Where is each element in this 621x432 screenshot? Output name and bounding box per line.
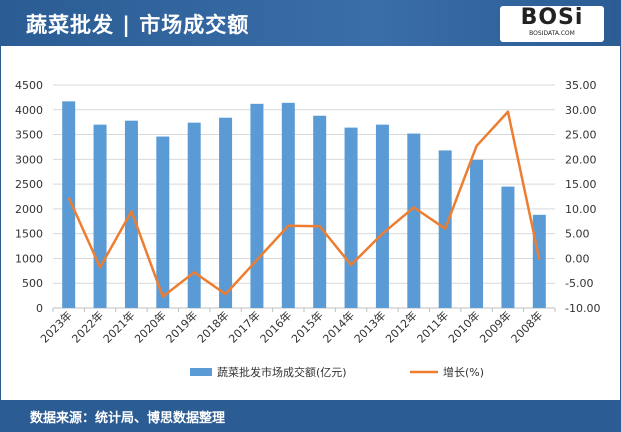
bosi-logo: BOSi BOSIDATA.COM [500,6,604,42]
legend-line-label: 增长(%) [443,365,484,379]
right-axis-tick: 0.00 [565,252,590,265]
x-axis-label: 2020年 [131,308,168,345]
bar [93,124,107,309]
x-axis-label: 2022年 [69,308,106,345]
right-axis-tick: 10.00 [565,203,597,216]
x-axis-label: 2016年 [257,308,294,345]
right-axis-tick: 30.00 [565,104,597,117]
bar [250,103,264,308]
right-axis-tick: 25.00 [565,129,597,142]
x-axis-label: 2019年 [163,308,200,345]
bar [219,117,233,308]
bar [470,159,484,308]
bar [281,102,295,308]
bar [156,136,170,308]
data-source: 数据来源：统计局、博思数据整理 [30,411,226,426]
x-axis-label: 2015年 [288,308,325,345]
bar [187,122,201,308]
x-axis-label: 2011年 [414,308,451,345]
header-bar: 蔬菜批发 | 市场成交额 BOSi BOSIDATA.COM [0,0,621,46]
left-axis-tick: 3500 [15,129,43,142]
left-axis-tick: 500 [22,277,43,290]
right-axis-tick: -10.00 [565,302,600,315]
bar [532,214,546,308]
chart-svg: 0 500 1000 1500 2000 2500 3000 3500 4000 4500 -10.… [15,79,600,379]
bar [62,101,76,308]
legend-bar-swatch [190,368,212,376]
left-axis-tick: 1500 [15,228,43,241]
legend-bar-label: 蔬菜批发市场成交额(亿元) [217,365,347,379]
left-axis-tick: 0 [36,302,43,315]
x-axis-label: 2014年 [320,308,357,345]
right-axis-tick: 15.00 [565,178,597,191]
x-axis-label: 2008年 [508,308,545,345]
bar [501,186,515,308]
right-axis-tick: -5.00 [565,277,593,290]
x-axis-label: 2012年 [382,308,419,345]
footer-bar: 数据来源：统计局、博思数据整理 [0,400,621,432]
right-axis-tick: 20.00 [565,153,597,166]
left-axis-tick: 3000 [15,153,43,166]
bar [344,127,358,309]
bar [313,115,327,308]
right-axis-tick: 5.00 [565,228,590,241]
right-axis-tick: 35.00 [565,79,597,92]
x-axis-label: 2010年 [445,308,482,345]
bar [375,124,389,309]
left-axis-tick: 2500 [15,178,43,191]
x-axis-label: 2009年 [477,308,514,345]
left-axis-tick: 2000 [15,203,43,216]
x-axis-label: 2017年 [226,308,263,345]
left-axis-tick: 1000 [15,252,43,265]
x-axis-label: 2018年 [194,308,231,345]
x-axis-label: 2013年 [351,308,388,345]
chart-title: 蔬菜批发 | 市场成交额 [26,13,250,37]
x-axis-label: 2021年 [100,308,137,345]
left-axis-tick: 4500 [15,79,43,92]
growth-line [67,110,541,298]
bar [407,133,421,308]
left-axis-tick: 4000 [15,104,43,117]
